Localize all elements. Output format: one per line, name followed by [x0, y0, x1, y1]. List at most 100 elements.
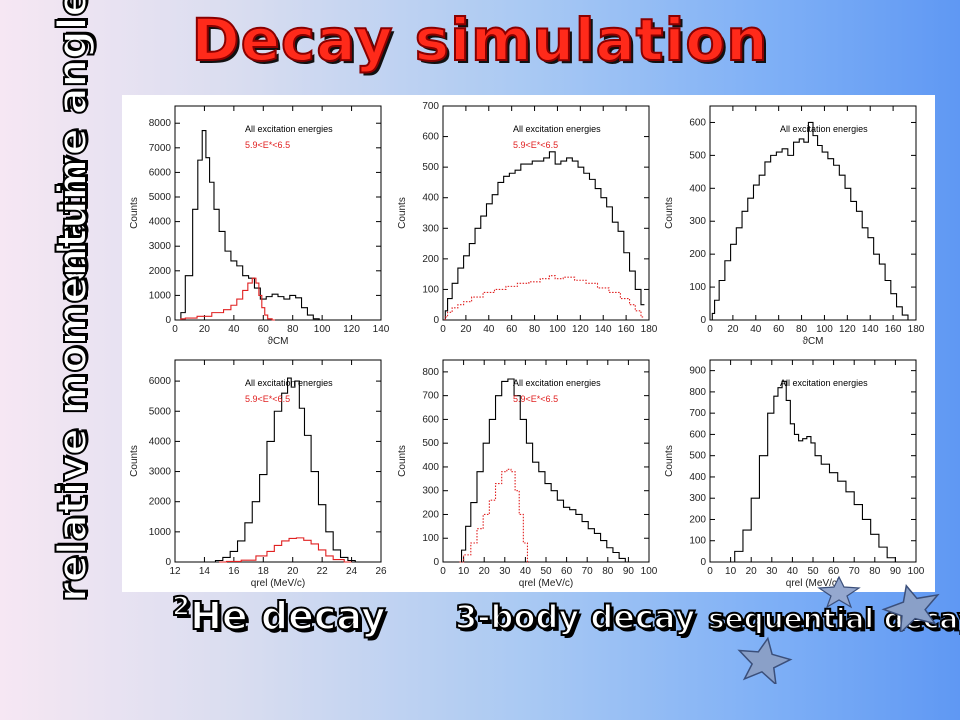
y-tick-label: 700	[422, 101, 439, 112]
y-tick-label: 600	[422, 132, 439, 143]
plot-frame	[442, 359, 650, 563]
series-line-gated	[180, 277, 276, 321]
x-tick-label: 40	[483, 324, 495, 335]
x-tick-label: 0	[440, 324, 446, 335]
x-tick-label: 140	[862, 324, 879, 335]
x-tick-label: 24	[346, 566, 358, 577]
x-tick-label: 16	[228, 566, 240, 577]
y-tick-label: 0	[165, 557, 171, 568]
legend-all: All excitation energies	[780, 124, 868, 134]
y-tick-label: 200	[689, 249, 706, 260]
x-tick-label: 80	[287, 324, 299, 335]
y-tick-label: 300	[689, 493, 706, 504]
x-tick-label: 40	[750, 324, 762, 335]
plot-frame	[174, 359, 382, 563]
star-icon	[737, 636, 793, 684]
x-tick-label: 0	[172, 324, 178, 335]
legend-all: All excitation energies	[513, 124, 601, 134]
series-line-gated	[459, 468, 530, 563]
x-tick-label: 120	[572, 324, 589, 335]
y-tick-label: 0	[700, 315, 706, 326]
y-tick-label: 200	[422, 509, 439, 520]
y-axis-label: Counts	[397, 445, 408, 477]
y-tick-label: 1000	[149, 527, 172, 538]
x-tick-label: 10	[458, 566, 470, 577]
x-tick-label: 12	[169, 566, 181, 577]
x-tick-label: 100	[641, 566, 658, 577]
y-tick-label: 6000	[149, 376, 172, 387]
x-tick-label: 30	[766, 566, 778, 577]
y-tick-label: 800	[422, 367, 439, 378]
column-label-2he: 2He decay	[171, 591, 387, 639]
x-axis-label: ϑCM	[802, 336, 823, 347]
x-tick-label: 20	[287, 566, 299, 577]
x-tick-label: 50	[807, 566, 819, 577]
y-tick-label: 8000	[149, 118, 172, 129]
x-tick-label: 70	[582, 566, 594, 577]
x-tick-label: 180	[908, 324, 925, 335]
plot-frame	[174, 105, 382, 321]
series-line-all	[444, 151, 645, 320]
x-tick-label: 0	[440, 566, 446, 577]
y-tick-label: 500	[689, 150, 706, 161]
y-tick-label: 100	[422, 284, 439, 295]
legend-gated: 5.9<E*<6.5	[513, 140, 558, 150]
plots-panel	[122, 95, 935, 592]
x-tick-label: 20	[199, 324, 211, 335]
x-tick-label: 20	[479, 566, 491, 577]
series-line-all	[711, 121, 912, 321]
x-tick-label: 160	[885, 324, 902, 335]
y-axis-label: Counts	[664, 197, 675, 229]
y-tick-label: 200	[689, 514, 706, 525]
plot-frame	[442, 105, 650, 321]
x-tick-label: 80	[796, 324, 808, 335]
x-tick-label: 60	[561, 566, 573, 577]
y-tick-label: 1000	[149, 290, 172, 301]
x-tick-label: 20	[460, 324, 472, 335]
x-tick-label: 100	[816, 324, 833, 335]
series-line-gated	[219, 537, 352, 563]
y-tick-label: 500	[422, 162, 439, 173]
x-tick-label: 22	[317, 566, 329, 577]
x-axis-label: qrel (MeV/c)	[786, 578, 840, 589]
y-tick-label: 400	[422, 462, 439, 473]
legend-all: All excitation energies	[780, 378, 868, 388]
x-tick-label: 120	[839, 324, 856, 335]
x-tick-label: 140	[595, 324, 612, 335]
legend-gated: 5.9<E*<6.5	[513, 394, 558, 404]
y-tick-label: 0	[433, 315, 439, 326]
y-tick-label: 5000	[149, 406, 172, 417]
x-tick-label: 100	[314, 324, 331, 335]
x-tick-label: 100	[908, 566, 925, 577]
legend-all: All excitation energies	[245, 124, 333, 134]
x-tick-label: 18	[258, 566, 270, 577]
x-tick-label: 60	[828, 566, 840, 577]
y-tick-label: 700	[422, 391, 439, 402]
x-tick-label: 70	[849, 566, 861, 577]
x-tick-label: 26	[375, 566, 387, 577]
x-tick-label: 60	[258, 324, 270, 335]
legend-all: All excitation energies	[245, 378, 333, 388]
y-axis-label: Counts	[129, 445, 140, 477]
x-tick-label: 0	[707, 566, 713, 577]
x-tick-label: 180	[641, 324, 658, 335]
x-tick-label: 40	[787, 566, 799, 577]
y-axis-label: Counts	[129, 197, 140, 229]
y-tick-label: 0	[700, 557, 706, 568]
y-tick-label: 800	[689, 387, 706, 398]
series-line-all	[459, 378, 629, 563]
star-icon	[881, 584, 940, 632]
x-tick-label: 0	[707, 324, 713, 335]
y-tick-label: 500	[422, 438, 439, 449]
x-tick-label: 100	[549, 324, 566, 335]
y-tick-label: 100	[422, 533, 439, 544]
y-tick-label: 3000	[149, 467, 172, 478]
plot-2he-angle: 0 20 40 60 80 100 120 140 0 1000 2000 3000 4000 5000 6…	[125, 98, 390, 348]
y-tick-label: 300	[689, 216, 706, 227]
y-tick-label: 100	[689, 282, 706, 293]
y-tick-label: 600	[689, 429, 706, 440]
x-tick-label: 10	[725, 566, 737, 577]
row-label-relative-momentum: relative momentum	[49, 158, 97, 603]
x-tick-label: 50	[540, 566, 552, 577]
y-tick-label: 400	[689, 183, 706, 194]
